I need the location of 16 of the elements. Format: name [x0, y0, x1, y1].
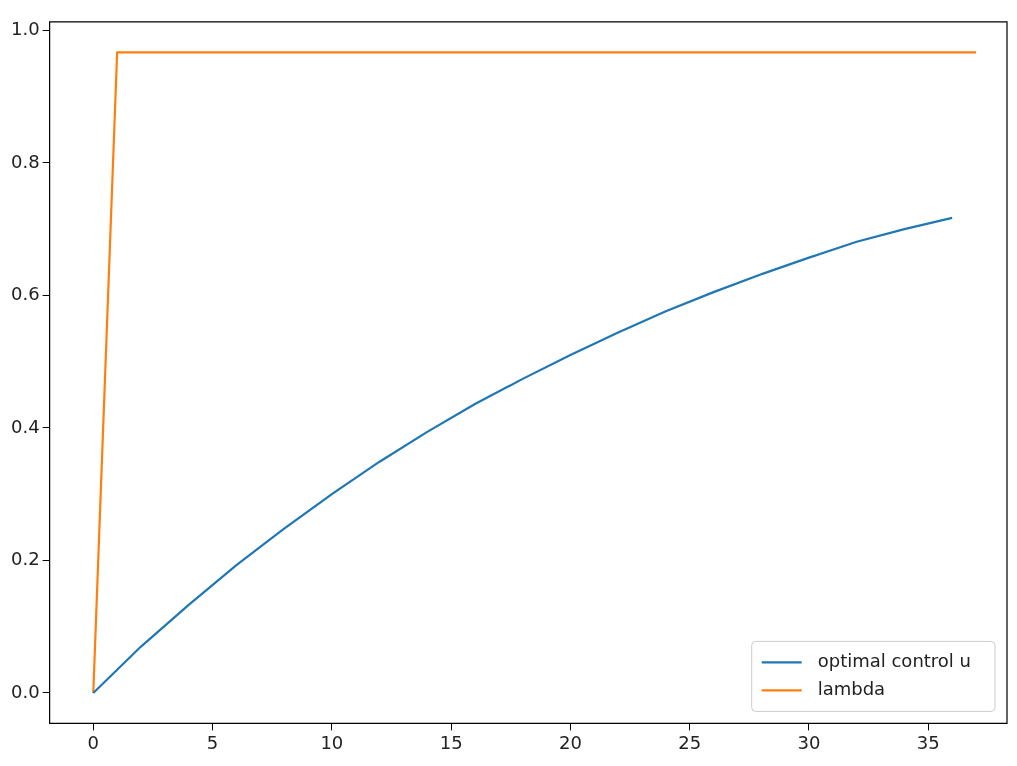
- x-tick-label: 30: [797, 731, 821, 753]
- x-tick-label: 0: [87, 731, 100, 753]
- y-tick-label: 1.0: [10, 18, 40, 40]
- legend-label: optimal control u: [817, 650, 971, 672]
- x-tick-label: 5: [206, 731, 219, 753]
- x-tick-label: 20: [558, 731, 582, 753]
- x-tick-label: 15: [439, 731, 463, 753]
- y-tick-label: 0.8: [10, 150, 40, 172]
- x-tick-label: 10: [320, 731, 344, 753]
- x-tick-label: 25: [678, 731, 702, 753]
- x-tick-label: 35: [916, 731, 940, 753]
- legend-label: lambda: [817, 678, 886, 700]
- y-tick-label: 0.2: [10, 548, 40, 570]
- y-tick-label: 0.0: [10, 680, 40, 702]
- y-tick-label: 0.6: [10, 283, 40, 305]
- y-tick-label: 0.4: [10, 415, 40, 437]
